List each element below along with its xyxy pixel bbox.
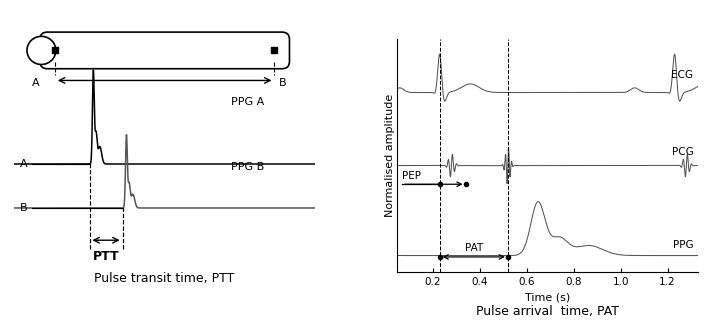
Text: PTT: PTT bbox=[93, 250, 120, 263]
Text: B: B bbox=[279, 77, 286, 87]
Text: A: A bbox=[32, 77, 40, 87]
Text: PPG B: PPG B bbox=[231, 162, 264, 172]
Circle shape bbox=[27, 36, 56, 64]
Text: A: A bbox=[20, 159, 28, 169]
X-axis label: Time (s): Time (s) bbox=[525, 293, 571, 303]
FancyBboxPatch shape bbox=[40, 32, 289, 69]
Text: PPG: PPG bbox=[673, 240, 693, 250]
Y-axis label: Normalised amplitude: Normalised amplitude bbox=[384, 94, 395, 217]
Text: B: B bbox=[20, 203, 28, 213]
Text: Pulse transit time, PTT: Pulse transit time, PTT bbox=[95, 272, 235, 285]
Text: PPG A: PPG A bbox=[231, 98, 264, 108]
Text: PCG: PCG bbox=[672, 147, 693, 157]
Text: PEP: PEP bbox=[402, 171, 421, 181]
Text: PAT: PAT bbox=[465, 243, 483, 253]
Text: Pulse arrival  time, PAT: Pulse arrival time, PAT bbox=[476, 305, 619, 318]
Text: ECG: ECG bbox=[672, 70, 693, 80]
